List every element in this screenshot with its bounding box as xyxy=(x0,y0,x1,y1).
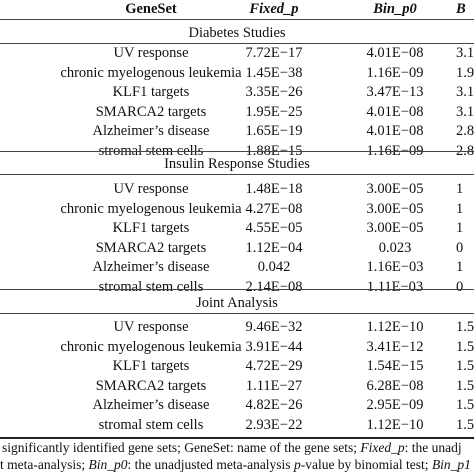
fixed-p-value: 7.72E−17 xyxy=(245,45,303,61)
bin-p1-value: 1.5 xyxy=(456,397,474,414)
footnote-text: t meta-analysis; xyxy=(0,457,89,472)
table-rule xyxy=(0,437,474,439)
bin-p0-value: 2.95E−09 xyxy=(366,397,424,414)
fixed-p-value: 4.27E−08 xyxy=(245,200,303,217)
table-rule xyxy=(0,151,474,152)
fixed-p-value: 3.91E−44 xyxy=(245,338,303,355)
bin-p0-value: 3.00E−05 xyxy=(366,200,424,217)
fixed-p-value: 1.48E−18 xyxy=(245,181,303,197)
bin-p0-value: 4.01E−08 xyxy=(366,45,424,61)
bin-p1-value: 3.1 xyxy=(456,45,474,61)
footnote-text: : the unadjusted meta-analysis xyxy=(127,457,294,472)
footnote-text: p xyxy=(293,457,301,472)
gene-set-name: Alzheimer’s disease xyxy=(92,123,210,140)
gene-set-name: SMARCA2 targets xyxy=(95,103,207,120)
bin-p0-value: 1.12E−10 xyxy=(366,417,424,433)
bin-p1-value: 1 xyxy=(456,181,464,197)
column-header: B xyxy=(456,1,466,17)
bin-p1-value: 1 xyxy=(456,220,464,237)
bin-p1-value: 1.5 xyxy=(456,358,474,375)
fixed-p-value: 1.95E−25 xyxy=(245,103,303,120)
gene-set-name: SMARCA2 targets xyxy=(95,377,207,394)
bin-p1-value: 1.5 xyxy=(456,417,474,433)
table-footnote-line: significantly identified gene sets; Gene… xyxy=(2,439,462,457)
bin-p0-value: 1.54E−15 xyxy=(366,358,424,375)
column-header: Bin_p0 xyxy=(373,1,417,17)
bin-p0-value: 6.28E−08 xyxy=(366,377,424,394)
fixed-p-value: 1.11E−27 xyxy=(245,377,303,394)
bin-p1-value: 1.9 xyxy=(456,64,474,81)
fixed-p-value: 2.14E−08 xyxy=(245,279,303,295)
fixed-p-value: 4.82E−26 xyxy=(245,397,303,414)
gene-set-name: UV response xyxy=(113,181,189,197)
footnote-text: significantly identified gene sets; Gene… xyxy=(2,440,361,455)
bin-p0-value: 1.16E−09 xyxy=(366,64,424,81)
bin-p1-value: 0 xyxy=(456,239,464,256)
gene-set-name: chronic myelogenous leukemia xyxy=(60,338,242,355)
bin-p1-value: 1.5 xyxy=(456,319,474,335)
gene-set-name: UV response xyxy=(113,45,189,61)
bin-p0-value: 3.47E−13 xyxy=(366,84,424,101)
bin-p1-value: 2.8 xyxy=(456,123,474,140)
gene-set-name: Alzheimer’s disease xyxy=(92,397,210,414)
gene-set-name: chronic myelogenous leukemia xyxy=(60,200,242,217)
footnote-text: -value by binomial test; xyxy=(300,457,432,472)
gene-set-name: KLF1 targets xyxy=(112,358,190,375)
bin-p1-value: 3.1 xyxy=(456,84,474,101)
section-title: Joint Analysis xyxy=(196,295,278,311)
section-title: Insulin Response Studies xyxy=(164,156,310,172)
footnote-text: Fixed_p xyxy=(360,440,405,455)
table-rule xyxy=(0,313,474,314)
bin-p0-value: 1.16E−03 xyxy=(366,259,424,276)
fixed-p-value: 1.45E−38 xyxy=(245,64,303,81)
gene-set-name: chronic myelogenous leukemia xyxy=(60,64,242,81)
footnote-text: Bin_p0 xyxy=(88,457,128,472)
bin-p0-value: 1.12E−10 xyxy=(366,319,424,335)
bin-p0-value: 0.023 xyxy=(378,239,412,256)
bin-p0-value: 4.01E−08 xyxy=(366,123,424,140)
table-rule xyxy=(0,43,474,44)
bin-p1-value: 1 xyxy=(456,259,464,276)
fixed-p-value: 4.55E−05 xyxy=(245,220,303,237)
bin-p0-value: 1.11E−03 xyxy=(366,279,424,295)
fixed-p-value: 2.93E−22 xyxy=(245,417,303,433)
fixed-p-value: 1.65E−19 xyxy=(245,123,303,140)
bin-p0-value: 3.41E−12 xyxy=(366,338,424,355)
column-header: Fixed_p xyxy=(249,1,299,17)
bin-p1-value: 3.1 xyxy=(456,103,474,120)
bin-p1-value: 1.5 xyxy=(456,377,474,394)
bin-p0-value: 4.01E−08 xyxy=(366,103,424,120)
fixed-p-value: 3.35E−26 xyxy=(245,84,303,101)
footnote-text: Bin_p1 xyxy=(431,457,471,472)
bin-p1-value: 1 xyxy=(456,200,464,217)
fixed-p-value: 9.46E−32 xyxy=(245,319,303,335)
bin-p1-value: 1.5 xyxy=(456,338,474,355)
bin-p1-value: 0 xyxy=(456,279,464,295)
gene-set-name: stromal stem cells xyxy=(98,279,204,295)
table-rule xyxy=(0,174,474,175)
fixed-p-value: 1.12E−04 xyxy=(245,239,303,256)
gene-set-name: SMARCA2 targets xyxy=(95,239,207,256)
gene-set-name: stromal stem cells xyxy=(98,417,204,433)
table-rule xyxy=(0,289,474,290)
gene-set-name: KLF1 targets xyxy=(112,84,190,101)
fixed-p-value: 4.72E−29 xyxy=(245,358,303,375)
section-title: Diabetes Studies xyxy=(188,25,286,41)
gene-set-name: UV response xyxy=(113,319,189,335)
bin-p0-value: 3.00E−05 xyxy=(366,181,424,197)
bin-p0-value: 3.00E−05 xyxy=(366,220,424,237)
fixed-p-value: 0.042 xyxy=(257,259,291,276)
table-footnote-line: t meta-analysis; Bin_p0: the unadjusted … xyxy=(0,456,471,474)
table-rule xyxy=(0,19,474,20)
footnote-text: : the unadj xyxy=(404,440,462,455)
gene-set-name: KLF1 targets xyxy=(112,220,190,237)
column-header: GeneSet xyxy=(125,1,177,17)
gene-set-name: Alzheimer’s disease xyxy=(92,259,210,276)
